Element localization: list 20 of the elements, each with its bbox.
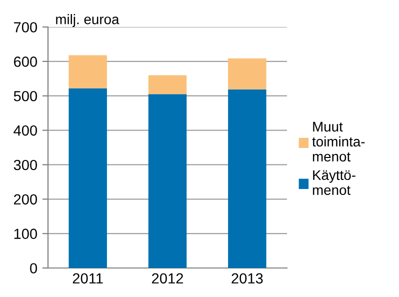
y-tick-label: 200 (14, 194, 38, 205)
legend-label: Käyttö- menot (312, 170, 356, 195)
bar (148, 94, 187, 268)
y-tick-label: 0 (30, 263, 38, 274)
x-tick-label: 2012 (152, 273, 183, 284)
bar (68, 88, 107, 268)
legend-label: Muut toiminta- menot (312, 122, 365, 162)
y-tick-label: 500 (14, 90, 38, 102)
y-tick-label: 400 (14, 125, 38, 136)
y-axis-title: milj. euroa (56, 14, 120, 27)
y-tick-label: 100 (14, 228, 38, 239)
y-tick-label: 300 (14, 160, 38, 170)
x-tick-label: 2013 (232, 273, 263, 284)
y-tick-label: 600 (14, 56, 38, 67)
y-tick-label: 700 (14, 22, 38, 32)
bar (148, 75, 187, 94)
bar (68, 55, 107, 88)
x-tick-label: 2011 (72, 273, 103, 284)
bar (228, 58, 266, 90)
bar (228, 89, 266, 268)
